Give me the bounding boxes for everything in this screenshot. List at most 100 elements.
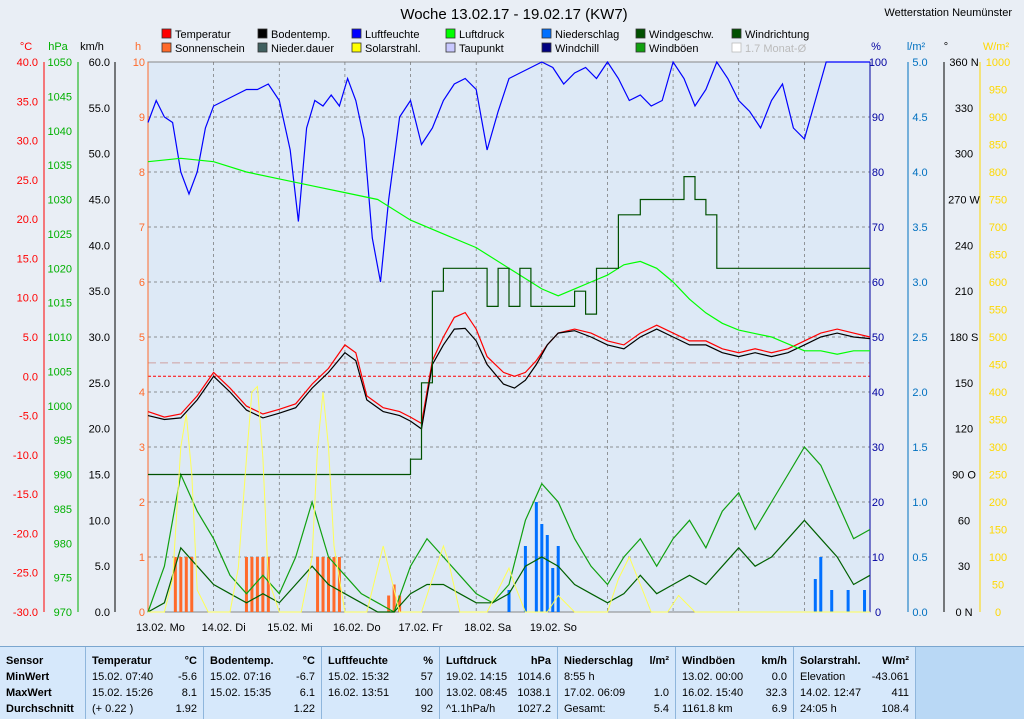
stat-row: 24:05 h 108.4 bbox=[800, 703, 909, 717]
stat-value: -5.6 bbox=[178, 671, 197, 683]
sunshine-bar bbox=[266, 557, 270, 612]
stat-header: Solarstrahl. bbox=[800, 655, 861, 667]
min-label: MinWert bbox=[6, 671, 50, 683]
stat-value: 411 bbox=[891, 687, 909, 699]
stat-time: Gesamt: bbox=[564, 703, 606, 715]
axis-tick-solar: 50 bbox=[992, 580, 1004, 592]
axis-tick-solar: 150 bbox=[989, 525, 1007, 537]
sunshine-bar bbox=[244, 557, 248, 612]
day-label: 19.02. So bbox=[530, 622, 577, 634]
precipitation-bar bbox=[523, 546, 527, 612]
sunshine-bar bbox=[190, 557, 194, 612]
sunshine-bar bbox=[392, 584, 396, 612]
stat-unit: W/m² bbox=[882, 655, 909, 667]
axis-tick-solar: 800 bbox=[989, 167, 1007, 179]
legend-label: Sonnenschein bbox=[175, 43, 245, 55]
axis-unit-temp: °C bbox=[20, 41, 32, 53]
axis-tick-pressure: 1010 bbox=[48, 332, 72, 344]
axis-tick-precip: 4.5 bbox=[912, 112, 927, 124]
axis-tick-humidity: 50 bbox=[872, 332, 884, 344]
stat-row: 16.02. 15:40 32.3 bbox=[682, 687, 787, 701]
axis-tick-wind: 60.0 bbox=[89, 57, 110, 69]
axis-tick-pressure: 980 bbox=[54, 538, 72, 550]
axis-unit-precip: l/m² bbox=[907, 41, 926, 53]
axis-tick-hours: 8 bbox=[139, 167, 145, 179]
axis-tick-solar: 500 bbox=[989, 332, 1007, 344]
stat-unit: hPa bbox=[530, 655, 551, 667]
axis-tick-solar: 200 bbox=[989, 497, 1007, 509]
stat-row: Elevation -43.061 bbox=[800, 671, 909, 685]
legend-label: Niederschlag bbox=[555, 29, 619, 41]
stat-row: 15.02. 15:32 57 bbox=[328, 671, 433, 685]
series-luftdruck bbox=[147, 157, 870, 355]
stat-value: -6.7 bbox=[296, 671, 315, 683]
stat-row: 8:55 h bbox=[564, 671, 669, 685]
axis-tick-humidity: 100 bbox=[869, 57, 887, 69]
stat-time: 13.02. 08:45 bbox=[446, 687, 508, 699]
legend-swatch bbox=[161, 42, 172, 53]
axis-tick-temp: 20.0 bbox=[17, 214, 38, 226]
legend-swatch bbox=[541, 42, 552, 53]
stat-row: Gesamt: 5.4 bbox=[564, 703, 669, 717]
stat-header: Windböen bbox=[682, 655, 736, 667]
axis-tick-hours: 7 bbox=[139, 222, 145, 234]
stat-unit: °C bbox=[302, 655, 315, 667]
axis-tick-solar: 1000 bbox=[986, 57, 1010, 69]
precipitation-bar bbox=[507, 590, 511, 612]
series-bodentemp bbox=[147, 327, 871, 430]
grid bbox=[148, 62, 870, 612]
stat-column-temp: Temperatur °C 15.02. 07:40 -5.6 15.02. 15:26… bbox=[86, 647, 204, 719]
axis-tick-direction: 90 O bbox=[952, 470, 976, 482]
legend-label: Luftdruck bbox=[459, 29, 505, 41]
axis-tick-pressure: 1050 bbox=[48, 57, 72, 69]
axis-tick-precip: 2.0 bbox=[912, 387, 927, 399]
sunshine-bar bbox=[398, 595, 402, 612]
sunshine-bar bbox=[321, 557, 325, 612]
axis-unit-direction: ° bbox=[944, 41, 948, 53]
stat-row: 13.02. 00:00 0.0 bbox=[682, 671, 787, 685]
stat-value: 57 bbox=[420, 671, 433, 683]
axis-tick-wind: 20.0 bbox=[89, 424, 110, 436]
axis-tick-humidity: 40 bbox=[872, 387, 884, 399]
axis-tick-hours: 0 bbox=[139, 607, 145, 619]
legend-swatch bbox=[351, 42, 362, 53]
axis-tick-humidity: 60 bbox=[872, 277, 884, 289]
legend-swatch bbox=[445, 42, 456, 53]
axis-tick-temp: 30.0 bbox=[17, 136, 38, 148]
stat-column-solar: Solarstrahl. W/m² Elevation -43.061 14.02. 1… bbox=[794, 647, 916, 719]
stat-header: Temperatur bbox=[92, 655, 152, 667]
stat-unit: % bbox=[423, 655, 433, 667]
axis-tick-solar: 650 bbox=[989, 250, 1007, 262]
avg-label: Durchschnitt bbox=[6, 703, 74, 715]
legend: Temperatur Bodentemp. Luftfeuchte Luftdruck… bbox=[161, 28, 809, 55]
stat-unit: °C bbox=[184, 655, 197, 667]
axis-tick-pressure: 1035 bbox=[48, 160, 72, 172]
sunshine-bar bbox=[173, 557, 177, 612]
axis-tick-humidity: 70 bbox=[872, 222, 884, 234]
legend-label: Taupunkt bbox=[459, 43, 504, 55]
axis-tick-pressure: 1015 bbox=[48, 298, 72, 310]
axis-tick-solar: 750 bbox=[989, 195, 1007, 207]
axis-tick-direction: 60 bbox=[958, 515, 970, 527]
legend-label: Windgeschw. bbox=[649, 29, 714, 41]
axis-tick-temp: 35.0 bbox=[17, 96, 38, 108]
sunshine-bar bbox=[255, 557, 259, 612]
axis-tick-temp: 5.0 bbox=[23, 332, 38, 344]
stat-unit: km/h bbox=[761, 655, 787, 667]
sunshine-bar bbox=[261, 557, 265, 612]
axis-tick-solar: 250 bbox=[989, 470, 1007, 482]
statistics-table: Sensor MinWert MaxWert Durchschnitt Temp… bbox=[0, 646, 1024, 719]
legend-swatch bbox=[731, 42, 742, 53]
axis-tick-temp: -15.0 bbox=[13, 489, 38, 501]
series-solarstrahl bbox=[148, 385, 870, 613]
precipitation-bar bbox=[863, 590, 867, 612]
stat-time: 17.02. 06:09 bbox=[564, 687, 626, 699]
axis-tick-solar: 300 bbox=[989, 442, 1007, 454]
max-label: MaxWert bbox=[6, 687, 52, 699]
axis-unit-humidity: % bbox=[871, 41, 881, 53]
axis-tick-hours: 6 bbox=[139, 277, 145, 289]
stat-value: 1.0 bbox=[653, 687, 669, 699]
stat-time: 15.02. 15:26 bbox=[92, 687, 154, 699]
axis-tick-pressure: 990 bbox=[54, 470, 72, 482]
axis-tick-temp: -30.0 bbox=[13, 607, 38, 619]
